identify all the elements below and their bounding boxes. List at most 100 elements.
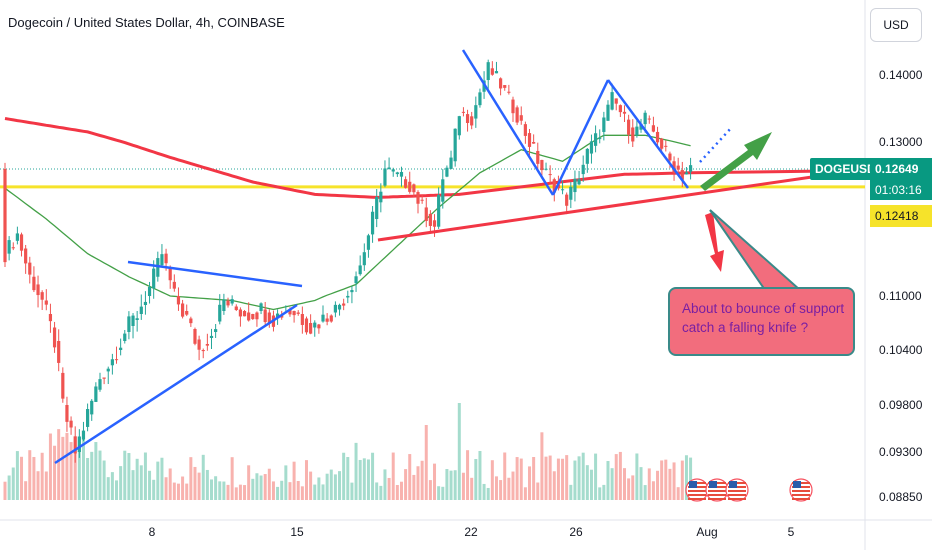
candle-body [300,314,304,325]
candle-body [585,148,589,164]
y-tick-label: 0.08850 [879,490,923,504]
currency-button[interactable]: USD [870,8,922,42]
candle-body [536,150,540,164]
volume-bar [478,450,482,500]
volume-bar [300,486,304,500]
volume-bar [53,445,57,500]
candle-body [618,105,622,113]
candle-body [3,168,7,263]
last-price-tag: 0.12649 [870,158,932,180]
volume-bar [69,442,73,500]
candle-body [387,167,391,169]
volume-bar [143,452,147,500]
volume-bar [676,487,680,500]
volume-bar [581,452,585,500]
candle-body [168,267,172,281]
candle-body [598,138,602,140]
volume-bar [160,457,164,500]
volume-bar [503,452,507,500]
volume-bar [15,451,19,500]
volume-bar [552,471,556,500]
candle-body [643,112,647,125]
volume-bar [243,485,247,500]
volume-bar [623,468,626,500]
candle-body [395,172,399,175]
candle-body [114,359,119,361]
candle-body [614,98,618,104]
candle-body [548,174,552,176]
candle-body [263,309,267,323]
volume-bar [656,470,660,500]
candle-body [383,168,387,186]
y-tick-label: 0.11000 [879,289,922,303]
volume-bar [354,442,358,500]
candle-body [428,213,432,226]
candle-body [11,247,15,249]
zigzag-segment [551,79,610,196]
candle-body [86,409,90,427]
candle-body [61,372,65,399]
candle-body [32,276,36,291]
support-price-tag: 0.12418 [870,205,932,227]
volume-bar [511,471,515,500]
volume-bar [457,403,461,500]
candle-body [19,234,24,251]
candle-body [408,181,412,192]
candle-body [688,165,693,172]
candle-body [296,312,300,314]
volume-bar [197,472,201,500]
volume-bar [647,468,651,500]
volume-bar [271,481,275,500]
volume-bar [635,453,639,500]
annotation-line-2: catch a falling knife ? [682,320,809,335]
volume-bar [65,432,69,500]
candle-body [110,359,114,366]
candle-body [532,142,536,144]
candle-body [135,318,139,320]
volume-bar [247,465,251,500]
us-flag-event-icon[interactable] [685,478,709,502]
volume-bar [519,458,523,500]
candle-body [147,287,152,296]
us-flag-event-icon[interactable] [705,478,729,502]
candle-body [65,405,69,422]
y-tick-label: 0.14000 [879,68,923,82]
volume-bar [433,463,437,500]
volume-bar [404,469,408,500]
volume-bar [284,465,288,500]
volume-bar [329,469,333,500]
y-tick-label: 0.10400 [879,343,923,357]
volume-bar [11,467,15,500]
candle-body [478,92,482,106]
candle-body [647,118,651,120]
us-flag-event-icon[interactable] [725,478,749,502]
candle-body [544,168,548,170]
candle-body [90,400,94,415]
candle-body [189,318,193,324]
volume-bar [672,462,676,500]
candle-body [304,318,309,333]
candle-body [515,107,519,123]
volume-bar [119,466,123,500]
volume-bar [135,458,139,500]
candle-body [672,161,676,173]
candle-body [185,311,189,315]
candle-body [465,114,470,123]
volume-bar [32,456,36,500]
volume-bar [556,458,560,500]
candle-body [639,123,643,130]
candle-body [540,159,544,171]
volume-bar [181,476,185,500]
volume-bar [499,480,503,500]
candle-body [593,133,598,146]
candle-body [461,111,466,113]
volume-bar [164,477,168,500]
us-flag-event-icon[interactable] [789,478,813,502]
volume-bar [383,469,387,500]
volume-bar [226,484,230,500]
volume-bar [627,478,631,500]
candle-body [499,78,503,89]
annotation-callout[interactable]: About to bounce of support catch a falli… [668,287,855,356]
